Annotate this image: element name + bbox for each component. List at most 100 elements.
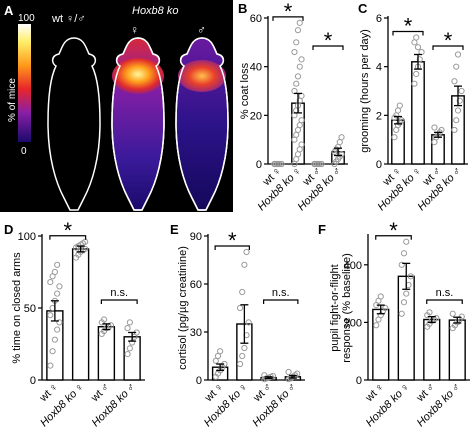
bar — [123, 336, 141, 381]
y-axis-title: cortisol (pg/µg creatinine) — [177, 246, 189, 370]
y-tick-label: 60 — [190, 279, 202, 291]
male-label: ♂ — [197, 23, 206, 37]
data-point — [296, 19, 303, 26]
data-point — [126, 319, 133, 326]
bar — [397, 275, 415, 381]
mouse-silhouette-ko-male — [175, 37, 229, 211]
data-point — [54, 261, 61, 268]
data-point — [314, 160, 322, 168]
y-tick-label: 30 — [190, 327, 202, 339]
data-point — [236, 360, 244, 368]
data-point — [396, 102, 403, 109]
data-point — [239, 288, 246, 296]
bar — [391, 119, 405, 165]
significance-bracket — [426, 299, 463, 304]
data-point — [51, 268, 58, 276]
data-point — [239, 352, 246, 360]
data-point — [291, 48, 298, 56]
data-point — [47, 278, 54, 286]
significance-label: n.s. — [436, 287, 454, 299]
panel-a: A 100 0 % of mice wt ♀/♂ Hoxb8 ko ♀ ♂ — [0, 0, 233, 212]
data-point — [56, 319, 63, 326]
data-point — [241, 344, 248, 352]
significance-label: * — [389, 218, 398, 243]
data-point — [124, 350, 131, 358]
category-label: Hoxb8 ko♂ — [90, 381, 139, 430]
significance-label: * — [63, 218, 72, 243]
significance-bracket — [272, 16, 304, 21]
significance-bracket — [263, 299, 299, 304]
data-point — [451, 126, 458, 134]
data-point — [403, 238, 410, 245]
category-label: Hoxb8 ko♀ — [38, 381, 87, 430]
significance-bracket — [214, 245, 250, 250]
data-point — [431, 124, 438, 131]
significance-bracket — [375, 235, 412, 240]
heat-hotspot-male — [178, 60, 226, 92]
y-tick-label: 4 — [376, 62, 382, 74]
data-point — [391, 134, 398, 141]
data-point — [243, 248, 250, 256]
data-point — [236, 304, 244, 312]
y-tick-label: 0 — [30, 375, 36, 387]
y-axis-title-line: pupil fight-or-flight — [329, 264, 341, 351]
y-tick-label: 20 — [250, 110, 262, 122]
heat-hotspot-female — [112, 58, 164, 94]
data-point — [382, 304, 389, 312]
data-point — [400, 250, 408, 257]
data-point — [313, 160, 320, 168]
significance-label: n.s. — [272, 287, 290, 299]
data-point — [377, 293, 384, 300]
data-point — [416, 56, 423, 63]
significance-label: * — [284, 0, 293, 24]
data-point — [82, 245, 89, 253]
panel-letter: B — [238, 1, 247, 16]
colorbar-min-label: 0 — [21, 146, 27, 157]
data-point — [456, 97, 463, 104]
data-point — [217, 348, 224, 355]
significance-bracket — [432, 45, 464, 50]
hoxb8-group-label: Hoxb8 ko — [132, 5, 178, 17]
wt-group-label: wt ♀/♂ — [51, 13, 86, 25]
data-point — [293, 39, 300, 46]
y-tick-label: 400 — [344, 260, 362, 272]
data-point — [241, 261, 248, 268]
female-label: ♀ — [130, 23, 139, 37]
significance-label: * — [404, 13, 413, 38]
data-point — [47, 312, 54, 319]
data-point — [338, 134, 345, 141]
panel-letter: C — [358, 1, 368, 16]
significance-label: * — [444, 28, 453, 53]
data-point — [245, 319, 252, 326]
y-axis-title-line: response (% baseline) — [341, 253, 353, 362]
data-point — [311, 160, 318, 168]
colorbar — [18, 24, 31, 142]
y-axis-title: % time on closed arms — [11, 252, 23, 364]
data-point — [271, 160, 278, 168]
data-point — [54, 326, 61, 333]
y-tick-label: 0 — [196, 375, 202, 387]
y-tick-label: 40 — [250, 62, 262, 74]
significance-label: n.s. — [110, 287, 128, 299]
panel-letter: D — [4, 222, 13, 237]
y-axis-title: grooming (hours per day) — [359, 29, 371, 153]
data-point — [398, 117, 405, 124]
data-point — [413, 34, 420, 41]
y-tick-label: 200 — [344, 317, 362, 329]
data-point — [294, 73, 302, 80]
data-point — [403, 290, 410, 297]
data-point — [274, 160, 282, 168]
y-tick-label: 60 — [250, 13, 262, 25]
data-point — [453, 63, 460, 70]
colorbar-max-label: 100 — [18, 13, 35, 24]
data-point — [296, 63, 303, 70]
data-point — [49, 348, 56, 355]
significance-label: * — [228, 228, 237, 253]
data-point — [298, 117, 305, 124]
mouse-silhouette-wt — [47, 37, 101, 211]
significance-bracket — [100, 299, 138, 304]
